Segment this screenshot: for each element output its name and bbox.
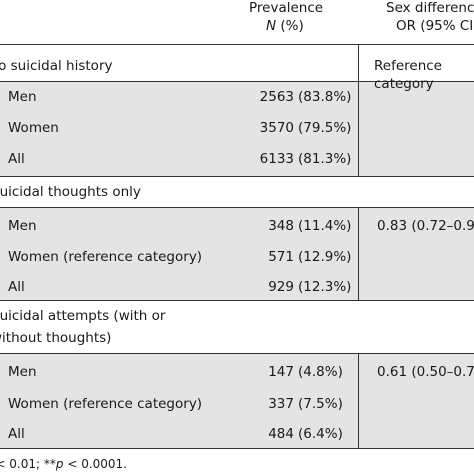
row-n: 348 xyxy=(268,218,294,234)
footnote-p: p xyxy=(55,457,64,471)
row-pct: (7.5%) xyxy=(298,396,343,412)
row-n: 337 xyxy=(268,396,294,412)
row-label: All xyxy=(8,151,25,167)
footnote-part1: *p < 0.01; ** xyxy=(0,457,56,471)
row-pct: (12.9%) xyxy=(298,249,352,265)
row-label: Men xyxy=(8,218,37,234)
group-rule xyxy=(0,176,474,177)
row-label: Women (reference category) xyxy=(8,396,203,412)
header-rule xyxy=(0,44,474,45)
row-n: 2563 xyxy=(259,89,294,105)
row-pct: (4.8%) xyxy=(298,364,343,380)
row-label: All xyxy=(8,279,25,295)
column-divider xyxy=(358,207,359,300)
row-n: 6133 xyxy=(259,151,294,167)
row-pct: (12.3%) xyxy=(298,279,352,295)
row-label: Men xyxy=(8,364,37,380)
group-band xyxy=(0,82,474,176)
row-n: 484 xyxy=(268,426,294,442)
row-pct: (81.3%) xyxy=(298,151,352,167)
group-title: Suicidal attempts (with or xyxy=(0,308,166,324)
header-or-ci: OR (95% CI) xyxy=(396,18,474,34)
row-label: All xyxy=(8,426,25,442)
row-pct: (83.8%) xyxy=(298,89,352,105)
row-n: 3570 xyxy=(259,120,294,136)
header-sex-difference: Sex difference xyxy=(386,0,474,16)
group-band xyxy=(0,354,474,448)
or-value: 0.83 (0.72–0.96) xyxy=(377,218,474,234)
group-rule xyxy=(0,353,474,354)
header-prevalence: Prevalence xyxy=(249,0,324,16)
row-n: 929 xyxy=(268,279,294,295)
row-n: 571 xyxy=(268,249,294,265)
group-title: No suicidal history xyxy=(0,58,113,74)
or-value: 0.61 (0.50–0.74) xyxy=(377,364,474,380)
row-n: 147 xyxy=(268,364,294,380)
or-reference-line2: category xyxy=(374,76,434,92)
header-percent-symbol: (%) xyxy=(276,18,304,34)
or-reference: Reference xyxy=(374,58,442,74)
header-n-percent: N (%) xyxy=(266,18,304,34)
group-band xyxy=(0,208,474,300)
group-rule xyxy=(0,207,474,208)
group-rule xyxy=(0,81,474,82)
group-title: Suicidal thoughts only xyxy=(0,184,141,200)
column-divider xyxy=(358,44,359,176)
header-n-symbol: N xyxy=(266,18,277,34)
column-divider xyxy=(358,353,359,448)
footnote-part2: < 0.0001. xyxy=(63,457,128,471)
row-label: Men xyxy=(8,89,37,105)
group-rule xyxy=(0,300,474,301)
row-pct: (79.5%) xyxy=(298,120,352,136)
row-label: Women (reference category) xyxy=(8,249,203,265)
table-bottom-rule xyxy=(0,448,474,449)
row-pct: (11.4%) xyxy=(298,218,352,234)
group-title-line2: without thoughts) xyxy=(0,330,112,346)
row-pct: (6.4%) xyxy=(298,426,343,442)
row-label: Women xyxy=(8,120,59,136)
footnote: *p < 0.01; **p < 0.0001. xyxy=(0,457,127,471)
